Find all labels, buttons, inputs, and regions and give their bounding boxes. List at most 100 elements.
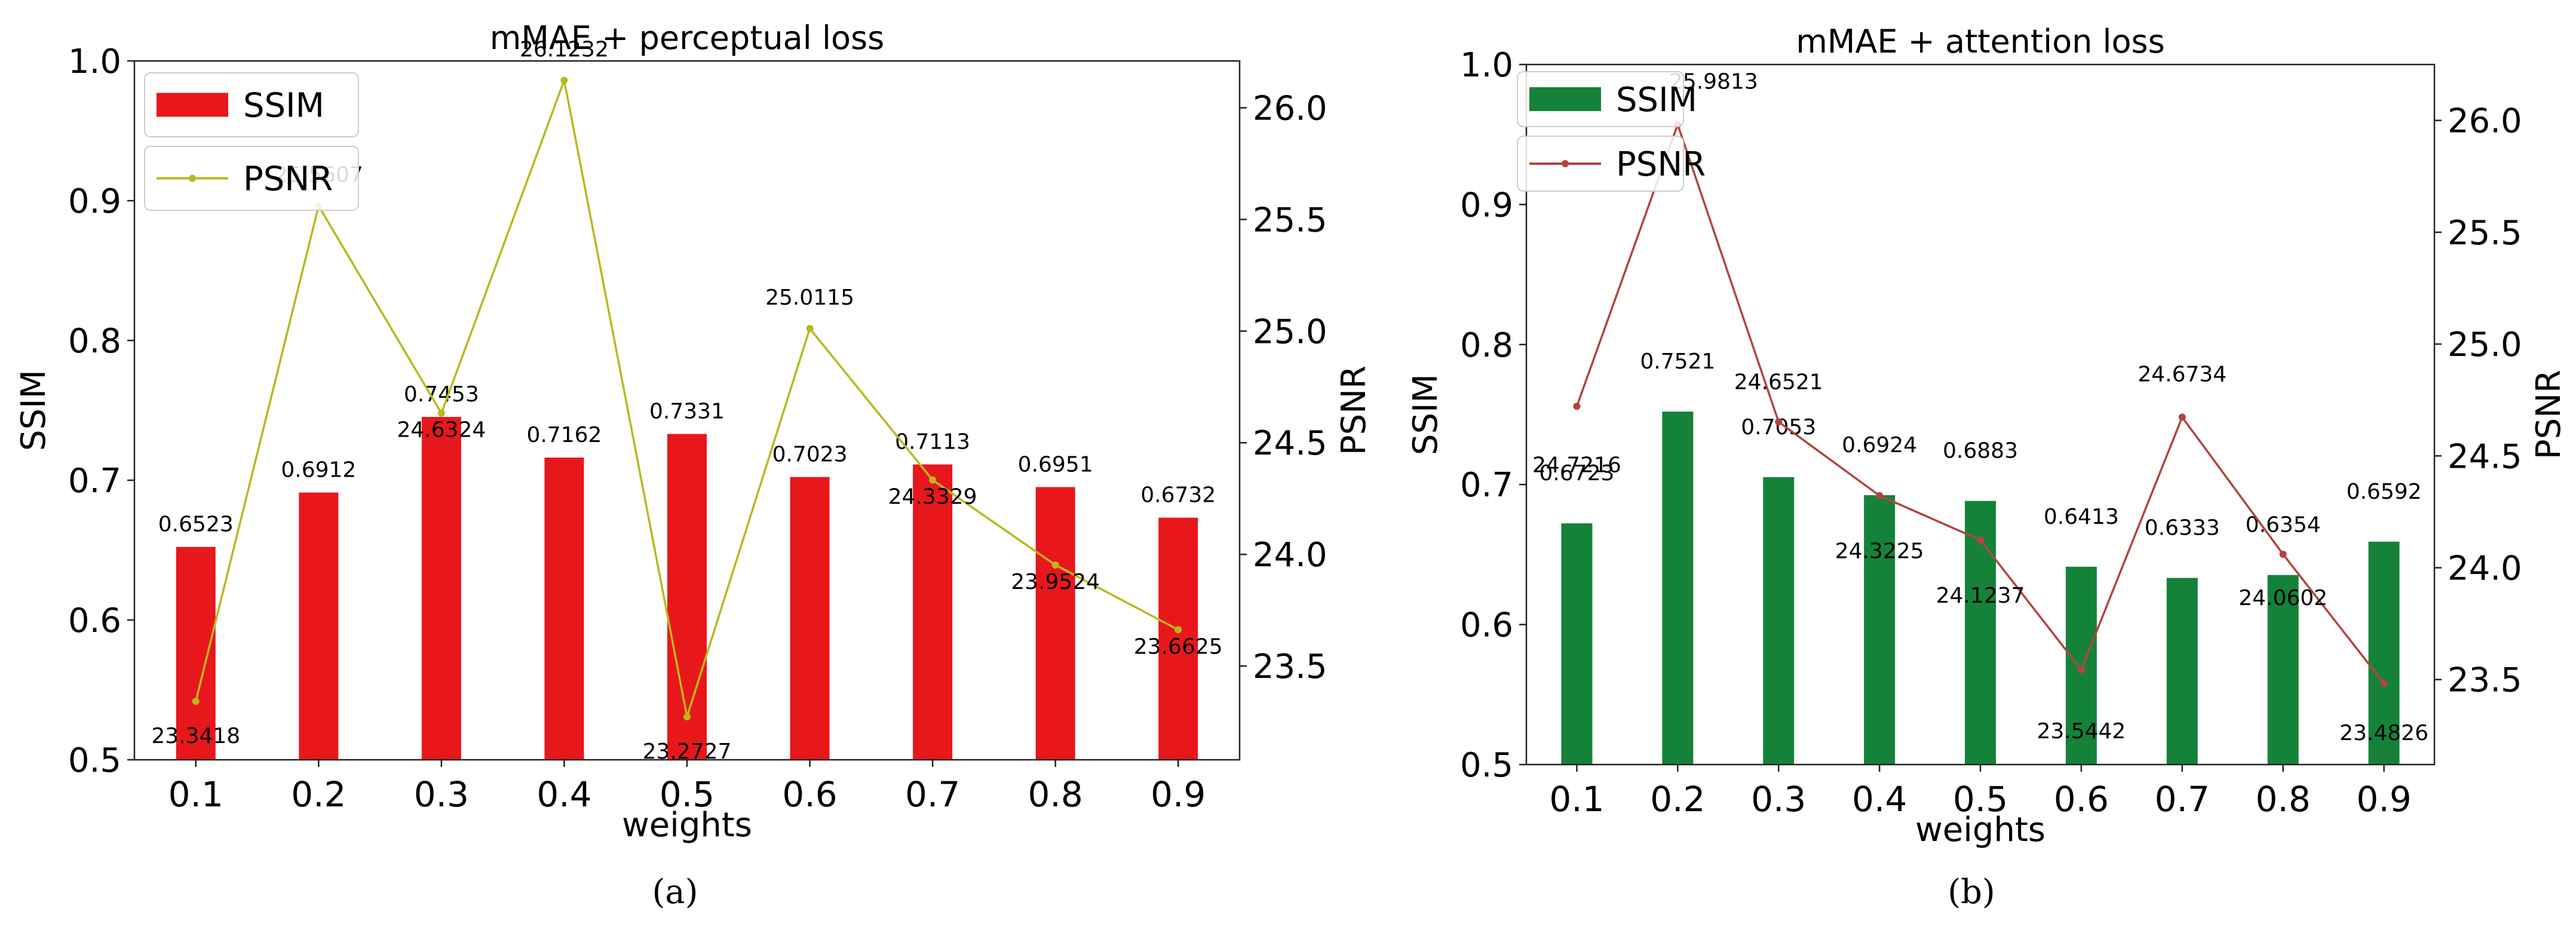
ssim-bar-0.7 <box>2166 578 2198 765</box>
ssim-data-label: 0.6354 <box>2246 513 2321 538</box>
ssim-bar-0.2 <box>1662 412 1694 765</box>
ssim-bar-0.8 <box>2267 575 2299 765</box>
ssim-data-label: 0.7023 <box>772 443 848 467</box>
y-tick-label: 0.7 <box>1460 466 1513 505</box>
psnr-data-label: 23.2727 <box>643 739 732 764</box>
x-tick-label: 0.1 <box>168 774 223 815</box>
x-tick-label: 0.2 <box>291 774 346 815</box>
legend-box-psnr <box>144 146 359 211</box>
psnr-marker-0.7 <box>2178 413 2186 421</box>
psnr-data-label: 24.6521 <box>1734 370 1823 394</box>
ssim-data-label: 0.6951 <box>1018 452 1093 477</box>
y-tick-label: 0.5 <box>1460 746 1513 785</box>
y2-tick-label: 26.0 <box>2448 102 2522 141</box>
ssim-data-label: 0.7331 <box>649 400 725 424</box>
psnr-data-label: 24.3225 <box>1835 539 1924 564</box>
y2-tick-label: 25.0 <box>1253 312 1327 351</box>
y2-tick-label: 24.5 <box>2448 437 2522 476</box>
x-tick-label: 0.6 <box>2054 779 2109 820</box>
ssim-data-label: 0.6413 <box>2044 505 2119 529</box>
y-tick-label: 1.0 <box>1460 46 1513 85</box>
y-tick-label: 0.9 <box>1460 186 1513 225</box>
psnr-marker-0.3 <box>1775 418 1783 426</box>
ssim-data-label: 0.6732 <box>1140 483 1216 508</box>
x-tick-label: 0.7 <box>2155 779 2210 820</box>
y-axis-label: SSIM <box>14 370 53 451</box>
ssim-bar-0.8 <box>1035 487 1075 760</box>
caption-a: (a) <box>652 873 698 911</box>
psnr-data-label: 24.0602 <box>2238 586 2327 610</box>
ssim-bar-0.6 <box>2065 566 2097 765</box>
ssim-data-label: 0.7113 <box>895 430 970 455</box>
x-tick-label: 0.5 <box>660 774 714 815</box>
y-tick-label: 0.9 <box>68 182 121 221</box>
psnr-data-label: 23.5442 <box>2037 719 2126 744</box>
ssim-data-label: 0.7521 <box>1640 349 1715 374</box>
ssim-bar-0.2 <box>299 492 339 760</box>
ssim-bar-0.9 <box>2368 541 2400 765</box>
legend-box-ssim <box>144 72 359 137</box>
y-tick-label: 1.0 <box>68 42 121 81</box>
chart-b: 0.5 0.6 0.7 0.8 0.9 1.0 23.5 24.0 24.5 25.0 25.5 26… <box>1406 23 2568 849</box>
x-tick-label: 0.9 <box>1151 774 1206 815</box>
ssim-data-label: 0.6523 <box>158 512 234 537</box>
ssim-data-label: 0.6592 <box>2347 480 2422 504</box>
chart-title: mMAE + attention loss <box>1796 23 2165 60</box>
psnr-data-label: 26.1232 <box>520 37 609 62</box>
ssim-data-label: 0.6912 <box>281 458 356 483</box>
psnr-data-label: 24.3329 <box>888 485 977 510</box>
psnr-marker-0.9 <box>1174 626 1182 634</box>
caption-b: (b) <box>1948 873 1995 911</box>
psnr-marker-0.3 <box>437 409 445 417</box>
x-tick-label: 0.8 <box>2256 779 2311 820</box>
ssim-bar-0.4 <box>544 458 584 760</box>
psnr-data-label: 24.6734 <box>2138 362 2227 386</box>
ssim-bar-0.3 <box>421 416 461 760</box>
y-tick-label: 0.7 <box>68 462 121 501</box>
psnr-marker-0.8 <box>2279 550 2287 558</box>
y-tick-label: 0.5 <box>68 741 121 780</box>
x-axis-label: weights <box>622 806 752 845</box>
ssim-bar-0.6 <box>790 477 830 760</box>
x-tick-label: 0.4 <box>1852 779 1907 820</box>
psnr-data-label: 25.0115 <box>765 286 854 310</box>
x-tick-label: 0.6 <box>782 774 837 815</box>
legend-swatch-ssim <box>1529 87 1601 111</box>
y-tick-label: 0.8 <box>68 322 121 361</box>
psnr-data-label: 23.9524 <box>1011 570 1100 594</box>
y2-tick-label: 24.0 <box>2448 549 2522 588</box>
y2-tick-label: 26.0 <box>1253 89 1327 128</box>
psnr-marker-0.7 <box>929 476 937 484</box>
psnr-marker-0.9 <box>2380 680 2388 688</box>
chart-title: mMAE + perceptual loss <box>490 19 885 57</box>
y2-axis-label: PSNR <box>1335 366 1373 455</box>
x-tick-label: 0.3 <box>414 774 469 815</box>
chart-a: 0.5 0.6 0.7 0.8 0.9 1.0 23.5 24.0 24.5 25.0 25.5 26… <box>14 19 1373 845</box>
ssim-bar-0.3 <box>1763 477 1795 765</box>
ssim-bar-0.4 <box>1864 495 1896 765</box>
y-axis-label: SSIM <box>1406 374 1445 455</box>
x-tick-label: 0.1 <box>1549 779 1604 820</box>
psnr-data-label: 23.6625 <box>1134 634 1223 659</box>
legend-label-ssim: SSIM <box>1616 81 1697 119</box>
ssim-data-label: 0.7162 <box>526 423 602 447</box>
y2-tick-label: 23.5 <box>1253 647 1327 686</box>
psnr-marker-0.4 <box>1876 492 1884 499</box>
psnr-data-label: 24.6324 <box>397 418 486 443</box>
y2-tick-label: 23.5 <box>2448 661 2522 700</box>
psnr-marker-0.6 <box>2077 666 2085 674</box>
y-tick-label: 0.6 <box>68 601 121 640</box>
psnr-data-label: 24.1237 <box>1936 584 2025 608</box>
psnr-marker-0.5 <box>683 713 691 720</box>
ssim-bar-0.7 <box>913 464 953 760</box>
ssim-data-label: 0.6723 <box>1539 461 1614 486</box>
x-tick-label: 0.2 <box>1650 779 1705 820</box>
x-tick-label: 0.9 <box>2356 779 2411 820</box>
x-axis-label: weights <box>1915 811 2046 849</box>
y2-tick-label: 24.5 <box>1253 424 1327 463</box>
psnr-marker-0.1 <box>192 698 200 705</box>
x-tick-label: 0.8 <box>1028 774 1083 815</box>
legend-marker-psnr <box>189 174 196 182</box>
